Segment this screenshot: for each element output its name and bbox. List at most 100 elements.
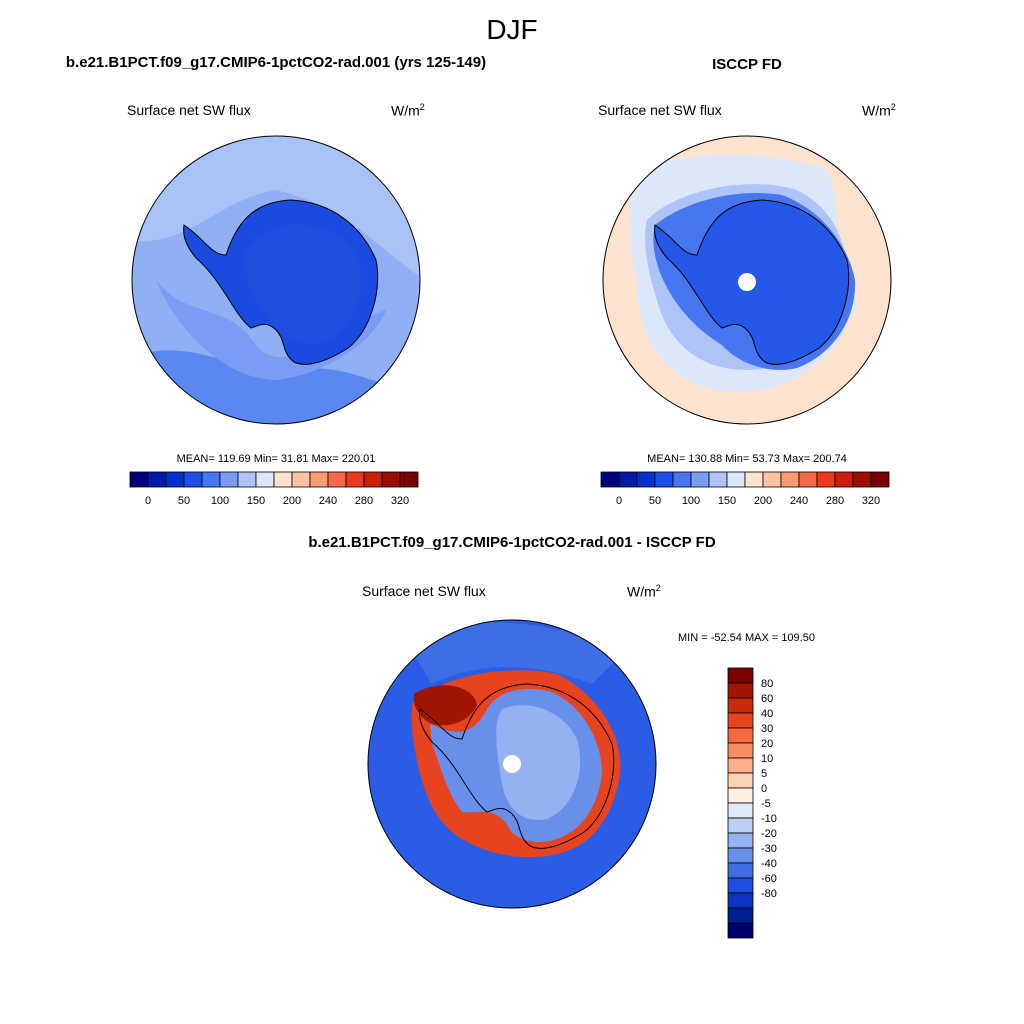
model-colorbar-box — [273, 471, 293, 488]
obs-colorbar-label: 240 — [790, 495, 808, 507]
diff-colorbar-box — [727, 727, 754, 744]
model-variable-label: Surface net SW flux — [127, 102, 251, 118]
model-colorbar-box — [237, 471, 257, 488]
diff-colorbar-label: -20 — [761, 828, 777, 840]
model-colorbar-box — [201, 471, 221, 488]
diff-ocean-light-band — [402, 622, 622, 684]
model-coastline — [183, 199, 379, 365]
obs-colorbar-box — [780, 471, 800, 488]
units-exponent: 2 — [890, 102, 896, 112]
diff-variable-label: Surface net SW flux — [362, 583, 486, 599]
model-colorbar-box — [129, 471, 149, 488]
model-colorbar-box — [345, 471, 365, 488]
obs-colorbar-box — [798, 471, 818, 488]
diff-colorbar-label: 10 — [761, 753, 773, 765]
obs-colorbar-box — [636, 471, 656, 488]
obs-colorbar-box — [852, 471, 872, 488]
model-colorbar-box — [219, 471, 239, 488]
diff-colorbar-label: 5 — [761, 768, 767, 780]
diff-colorbar-label: 80 — [761, 678, 773, 690]
obs-colorbar-label: 0 — [616, 495, 622, 507]
diff-map-border — [367, 619, 657, 909]
diff-colorbar-label: -5 — [761, 798, 771, 810]
obs-colorbar: 0 50 100 150 200 240 280 320 — [600, 471, 890, 507]
diff-colorbar: 80 60 40 30 20 10 5 0 -5 -10 -20 -30 -40 -60 -80 — [727, 667, 777, 939]
model-colorbar-box — [183, 471, 203, 488]
model-colorbar-box — [327, 471, 347, 488]
obs-colorbar-box — [870, 471, 890, 488]
diff-colorbar-box — [727, 712, 754, 729]
obs-colorbar-box — [708, 471, 728, 488]
obs-colorbar-box — [654, 471, 674, 488]
diff-pole-gap — [503, 755, 521, 773]
model-colorbar-label: 280 — [355, 495, 373, 507]
model-colorbar-box — [363, 471, 383, 488]
diff-colorbar-box — [727, 847, 754, 864]
model-colorbar-label: 200 — [283, 495, 301, 507]
model-antarctica-interior — [244, 224, 362, 344]
model-colorbar-label: 240 — [319, 495, 337, 507]
diff-colorbar-label: 30 — [761, 723, 773, 735]
obs-colorbar-box — [690, 471, 710, 488]
model-colorbar-label: 0 — [145, 495, 151, 507]
diff-colorbar-label: 60 — [761, 693, 773, 705]
model-map-border — [131, 135, 421, 425]
model-colorbar-label: 150 — [247, 495, 265, 507]
obs-units-label: W/m2 — [862, 102, 896, 119]
diff-colorbar-label: 0 — [761, 783, 767, 795]
diff-colorbar-box — [727, 922, 754, 939]
obs-colorbar-label: 280 — [826, 495, 844, 507]
diff-colorbar-box — [727, 817, 754, 834]
units-base: W/m — [627, 583, 656, 600]
diff-colorbar-box — [727, 772, 754, 789]
model-colorbar-label: 50 — [178, 495, 190, 507]
obs-map-border — [602, 135, 892, 425]
obs-colorbar-label: 200 — [754, 495, 772, 507]
diff-colorbar-box — [727, 757, 754, 774]
diff-colorbar-box — [727, 892, 754, 909]
model-colorbar-box — [165, 471, 185, 488]
model-colorbar-box — [399, 471, 419, 488]
units-exponent: 2 — [655, 583, 661, 593]
obs-colorbar-box — [762, 471, 782, 488]
diff-panel-title: b.e21.B1PCT.f09_g17.CMIP6-1pctCO2-rad.00… — [308, 534, 716, 551]
diff-polar-map — [367, 619, 657, 909]
diff-coastline — [419, 683, 615, 849]
page-title: DJF — [486, 14, 538, 45]
diff-colorbar-box — [727, 832, 754, 849]
model-colorbar-box — [381, 471, 401, 488]
obs-stats: MEAN= 130.88 Min= 53.73 Max= 200.74 — [647, 453, 847, 465]
diff-colorbar-label: -40 — [761, 858, 777, 870]
diff-colorbar-box — [727, 877, 754, 894]
obs-colorbar-box — [744, 471, 764, 488]
diff-colorbar-label: -60 — [761, 873, 777, 885]
obs-colorbar-box — [672, 471, 692, 488]
obs-colorbar-box — [816, 471, 836, 488]
obs-coastline — [654, 199, 850, 365]
units-base: W/m — [862, 102, 891, 119]
model-stats: MEAN= 119.69 Min= 31.81 Max= 220.01 — [176, 453, 376, 465]
model-colorbar-box — [255, 471, 275, 488]
model-colorbar-box — [291, 471, 311, 488]
diff-colorbar-box — [727, 802, 754, 819]
model-colorbar-label: 320 — [391, 495, 409, 507]
units-exponent: 2 — [419, 102, 425, 112]
diff-colorbar-box — [727, 907, 754, 924]
model-panel-title: b.e21.B1PCT.f09_g17.CMIP6-1pctCO2-rad.00… — [65, 54, 487, 71]
obs-colorbar-box — [834, 471, 854, 488]
units-base: W/m — [391, 102, 420, 119]
diff-warm-ring-dark — [413, 685, 477, 726]
diff-units-label: W/m2 — [627, 583, 661, 600]
diff-colorbar-box — [727, 697, 754, 714]
obs-colorbar-label: 150 — [718, 495, 736, 507]
diff-colorbar-box — [727, 742, 754, 759]
obs-panel-title: ISCCP FD — [712, 56, 782, 73]
diff-colorbar-box — [727, 682, 754, 699]
obs-colorbar-box — [726, 471, 746, 488]
obs-colorbar-label: 320 — [862, 495, 880, 507]
obs-polar-map — [602, 135, 892, 425]
model-units-label: W/m2 — [391, 102, 425, 119]
model-polar-map — [131, 135, 421, 425]
model-colorbar: 0 50 100 150 200 240 280 320 — [129, 471, 419, 507]
obs-colorbar-box — [618, 471, 638, 488]
